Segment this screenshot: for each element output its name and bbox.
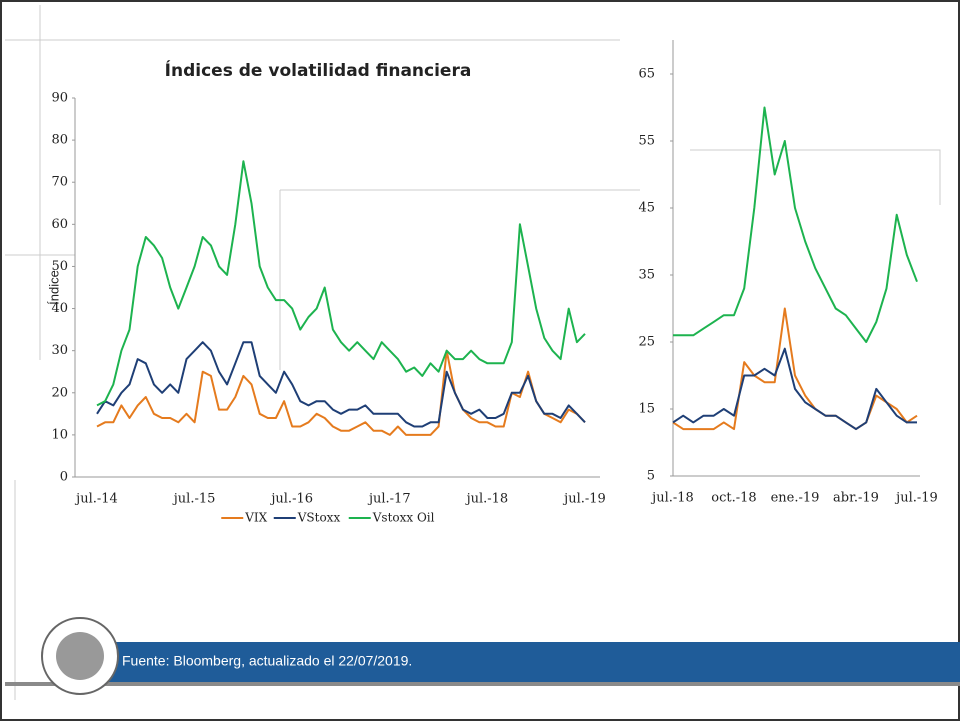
logo-center [56, 632, 104, 680]
y-tick-label: 60 [51, 217, 68, 232]
x-tick-label: jul.-14 [74, 492, 118, 507]
x-tick-label: jul.-19 [562, 492, 606, 507]
x-tick-label: jul.-16 [269, 492, 313, 507]
chart-title: Índices de volatilidad financiera [165, 59, 472, 81]
series-line [96, 341, 586, 428]
y-tick-label: 25 [638, 335, 655, 350]
legend-label: Vstoxx Oil [372, 511, 435, 525]
y-tick-label: 45 [638, 201, 655, 216]
legend-label: VIX [244, 511, 267, 525]
series-line [96, 160, 586, 407]
series-line [672, 307, 918, 431]
y-tick-label: 80 [51, 133, 68, 148]
x-tick-label: jul.-18 [465, 492, 509, 507]
y-tick-label: 50 [51, 259, 68, 274]
x-tick-label: jul.-17 [367, 492, 411, 507]
x-tick-label: abr.-19 [833, 491, 879, 506]
y-tick-label: 15 [638, 402, 655, 417]
y-tick-label: 55 [638, 134, 655, 149]
y-tick-label: 70 [51, 175, 68, 190]
footer-bar [105, 642, 960, 682]
y-tick-label: 40 [51, 301, 68, 316]
legend-label: VStoxx [297, 511, 341, 525]
y-tick-label: 10 [51, 427, 68, 442]
decor-lines [5, 5, 941, 700]
y-tick-label: 20 [51, 385, 68, 400]
x-tick-label: ene.-19 [771, 491, 820, 506]
y-tick-label: 65 [638, 67, 655, 82]
x-tick-label: oct.-18 [711, 491, 756, 506]
y-tick-label: 30 [51, 343, 68, 358]
x-tick-label: jul.-15 [172, 492, 216, 507]
series-line [673, 106, 918, 343]
y-tick-label: 5 [647, 469, 655, 484]
y-tick-label: 90 [51, 91, 68, 106]
y-tick-label: 35 [638, 268, 655, 283]
series-line [96, 349, 586, 436]
source: Fuente: Bloomberg, actualizado el 22/07/… [122, 653, 412, 669]
y-tick-label: 0 [60, 470, 68, 485]
y-axis-label: Índice [46, 270, 61, 305]
x-tick-label: jul.-18 [650, 491, 694, 506]
series-line [672, 347, 917, 431]
footer-rule [5, 682, 960, 686]
x-tick-label: jul.-19 [894, 491, 938, 506]
